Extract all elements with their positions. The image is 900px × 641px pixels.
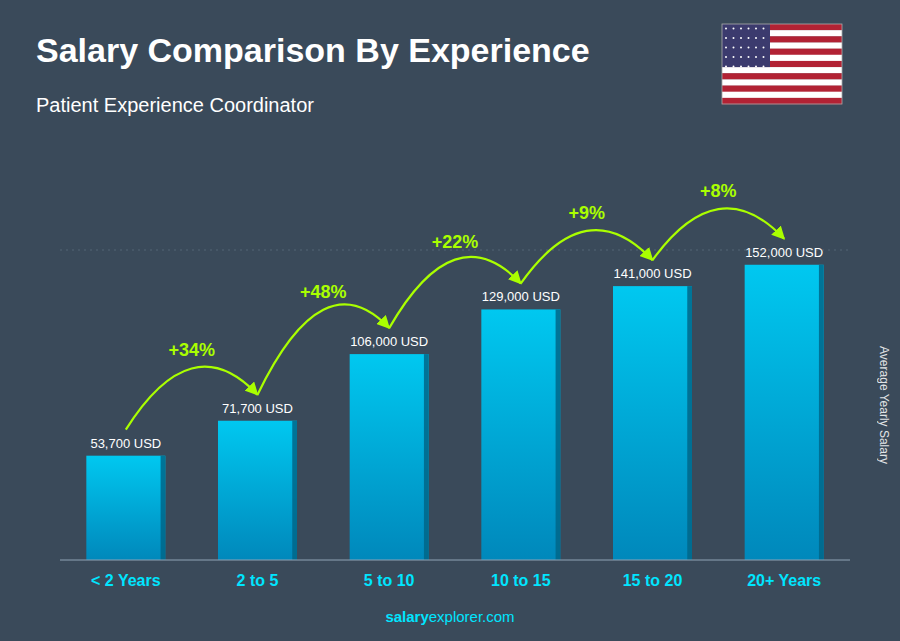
- subtitle: Patient Experience Coordinator: [36, 94, 314, 116]
- flag-stripe: [722, 73, 842, 79]
- bars: [86, 265, 823, 560]
- value-label: 141,000 USD: [613, 266, 691, 281]
- change-label: +22%: [432, 232, 479, 252]
- value-label: 129,000 USD: [482, 289, 560, 304]
- bar-side: [687, 286, 692, 560]
- flag-border: [722, 24, 842, 104]
- x-tick-label: 20+ Years: [747, 572, 821, 589]
- bar: [350, 354, 429, 560]
- change-label: +34%: [168, 340, 215, 360]
- watermark: salaryexplorer.com: [385, 608, 514, 625]
- background: [0, 0, 900, 641]
- bar-side: [819, 265, 824, 560]
- flag-star: [740, 28, 742, 30]
- flag-star: [755, 37, 757, 39]
- y-axis-label: Average Yearly Salary: [877, 346, 891, 464]
- flag-star: [755, 56, 757, 58]
- bar: [481, 309, 560, 560]
- flag-stripe: [722, 79, 842, 85]
- change-arrow: [521, 230, 653, 283]
- flag-star: [748, 37, 750, 39]
- change-label: +8%: [700, 181, 737, 201]
- bar: [218, 421, 297, 560]
- watermark-rest: explorer.com: [429, 608, 515, 625]
- flag-star: [733, 56, 735, 58]
- x-tick-label: 15 to 20: [623, 572, 683, 589]
- flag-star: [755, 66, 757, 68]
- flag-star: [725, 47, 727, 49]
- x-axis-line: [60, 560, 850, 561]
- chart: Salary Comparison By Experience Patient E…: [0, 0, 900, 641]
- flag-star: [733, 47, 735, 49]
- x-tick-label: < 2 Years: [91, 572, 161, 589]
- bar: [745, 265, 824, 560]
- flag-star: [763, 66, 765, 68]
- flag-star: [725, 56, 727, 58]
- change-arrow: [389, 257, 521, 328]
- flag-star: [725, 28, 727, 30]
- x-tick-label: 10 to 15: [491, 572, 551, 589]
- flag-stripe: [722, 67, 842, 73]
- change-label: +9%: [568, 203, 605, 223]
- flag-star: [755, 28, 757, 30]
- change-arrow: [258, 304, 390, 394]
- flag-star: [725, 66, 727, 68]
- flag-stripe: [722, 92, 842, 98]
- bar-side: [292, 421, 297, 560]
- flag-star: [733, 66, 735, 68]
- value-label: 53,700 USD: [90, 436, 161, 451]
- value-label: 106,000 USD: [350, 334, 428, 349]
- flag-star: [740, 37, 742, 39]
- watermark-bold: salary: [385, 608, 429, 625]
- flag-star: [748, 47, 750, 49]
- flag-stripe: [722, 98, 842, 104]
- bar: [86, 456, 165, 560]
- change-label: +48%: [300, 282, 347, 302]
- flag-star: [763, 56, 765, 58]
- bar: [613, 286, 692, 560]
- value-label: 71,700 USD: [222, 401, 293, 416]
- flag-star: [763, 47, 765, 49]
- change-arrow: [653, 208, 785, 260]
- x-tick-label: 5 to 10: [364, 572, 415, 589]
- flag-star: [733, 28, 735, 30]
- bar-side: [424, 354, 429, 560]
- flag-star: [763, 28, 765, 30]
- flag-canton: [722, 24, 770, 67]
- change-arrow: [126, 367, 258, 430]
- flag-star: [755, 47, 757, 49]
- flag-star: [763, 37, 765, 39]
- flag-star: [740, 66, 742, 68]
- flag-star: [740, 56, 742, 58]
- value-label: 152,000 USD: [745, 245, 823, 260]
- bar-side: [161, 456, 166, 560]
- flag-star: [733, 37, 735, 39]
- x-tick-label: 2 to 5: [237, 572, 279, 589]
- flag-star: [725, 37, 727, 39]
- flag-star: [748, 28, 750, 30]
- bar-side: [556, 309, 561, 560]
- flag-stripe: [722, 86, 842, 92]
- title: Salary Comparison By Experience: [36, 31, 590, 69]
- flag: [722, 24, 842, 104]
- flag-star: [748, 66, 750, 68]
- flag-star: [748, 56, 750, 58]
- flag-star: [740, 47, 742, 49]
